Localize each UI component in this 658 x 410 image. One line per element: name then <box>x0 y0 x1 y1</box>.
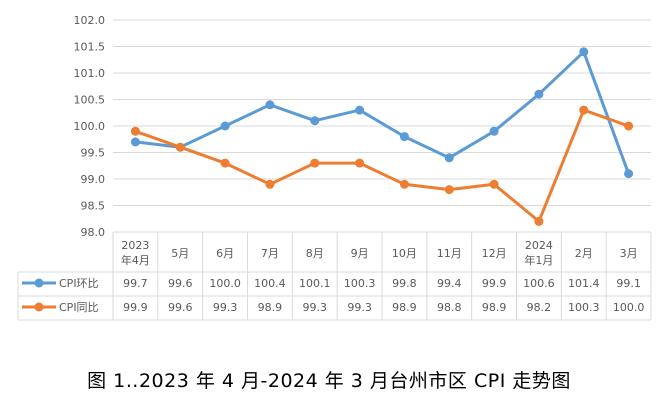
data-point <box>220 158 230 168</box>
x-tick-label: 2023 <box>121 239 149 252</box>
data-point <box>624 169 634 179</box>
x-tick-label: 7月 <box>261 247 279 260</box>
data-point <box>579 105 589 115</box>
y-tick-label: 100.5 <box>74 94 106 107</box>
table-cell-value: 100.4 <box>254 277 286 290</box>
y-tick-label: 100.0 <box>74 120 106 133</box>
data-point <box>399 132 409 142</box>
table-cell-value: 99.6 <box>168 277 193 290</box>
table-cell-value: 99.6 <box>168 301 193 314</box>
data-point <box>265 179 275 189</box>
table-cell-value: 98.8 <box>437 301 462 314</box>
x-tick-label: 10月 <box>392 247 417 260</box>
data-point <box>310 116 320 126</box>
x-tick-label: 12月 <box>482 247 507 260</box>
y-tick-label: 102.0 <box>74 14 106 27</box>
data-point <box>489 126 499 136</box>
x-tick-label: 11月 <box>437 247 462 260</box>
data-point <box>220 121 230 131</box>
x-tick-label: 年1月 <box>524 253 553 267</box>
data-point <box>399 179 409 189</box>
table-cell-value: 101.4 <box>568 277 600 290</box>
data-point <box>310 158 320 168</box>
x-tick-label: 年4月 <box>121 253 150 267</box>
y-tick-label: 101.0 <box>74 67 106 80</box>
figure-caption: 图 1‥2023 年 4 月-2024 年 3 月台州市区 CPI 走势图 <box>87 370 571 392</box>
table-cell-value: 100.3 <box>344 277 376 290</box>
y-tick-label: 101.5 <box>74 41 106 54</box>
x-tick-label: 2月 <box>575 247 593 260</box>
x-tick-label: 8月 <box>306 247 324 260</box>
x-tick-label: 2024 <box>525 239 553 252</box>
table-cell-value: 99.3 <box>303 301 328 314</box>
data-point <box>355 158 365 168</box>
data-point <box>579 47 589 57</box>
data-point <box>444 153 454 163</box>
series-lines <box>130 47 634 226</box>
legend-marker <box>34 302 44 312</box>
table-cell-value: 98.9 <box>482 301 507 314</box>
series-line <box>133 50 631 176</box>
y-tick-label: 98.5 <box>81 200 106 213</box>
x-tick-label: 3月 <box>620 247 638 260</box>
x-tick-label: 9月 <box>351 247 369 260</box>
data-point <box>624 121 634 131</box>
table-cell-value: 98.2 <box>527 301 552 314</box>
table-cell-value: 99.9 <box>482 277 507 290</box>
data-point <box>265 100 275 110</box>
table-cell-value: 99.3 <box>213 301 238 314</box>
y-tick-label: 99.0 <box>81 173 106 186</box>
y-axis: 98.0 98.5 99.0 99.5 100.0 100.5 101.0 101.5 102.… <box>74 14 106 239</box>
gridlines <box>113 19 651 233</box>
table-cell-value: 100.3 <box>568 301 600 314</box>
data-point <box>534 216 544 226</box>
legend-label: CPI环比 <box>59 277 99 290</box>
legend-marker <box>34 278 44 288</box>
data-point <box>444 185 454 195</box>
x-tick-label: 6月 <box>216 247 234 260</box>
data-point <box>130 126 140 136</box>
table-cell-value: 99.7 <box>123 277 148 290</box>
data-point <box>130 137 140 147</box>
y-tick-label: 99.5 <box>81 147 106 160</box>
data-point <box>355 105 365 115</box>
data-point <box>175 142 185 152</box>
legend-label: CPI同比 <box>59 301 99 314</box>
table-cell-value: 98.9 <box>392 301 417 314</box>
table-cell-value: 98.9 <box>258 301 283 314</box>
table-cell-value: 99.9 <box>123 301 148 314</box>
table-cell-value: 100.6 <box>523 277 555 290</box>
data-point <box>489 179 499 189</box>
table-cell-value: 100.1 <box>299 277 331 290</box>
y-tick-label: 98.0 <box>81 226 106 239</box>
table-cell-value: 99.8 <box>392 277 417 290</box>
cpi-line-chart: 98.0 98.5 99.0 99.5 100.0 100.5 101.0 101.5 102.… <box>17 14 652 321</box>
table-cell-value: 100.0 <box>209 277 241 290</box>
series-line <box>133 108 631 223</box>
table-cell-value: 99.4 <box>437 277 462 290</box>
x-tick-label: 5月 <box>171 247 189 260</box>
data-point <box>534 89 544 99</box>
table-cell-value: 99.3 <box>347 301 372 314</box>
table-cell-value: 99.1 <box>616 277 641 290</box>
table-cell-value: 100.0 <box>613 301 645 314</box>
